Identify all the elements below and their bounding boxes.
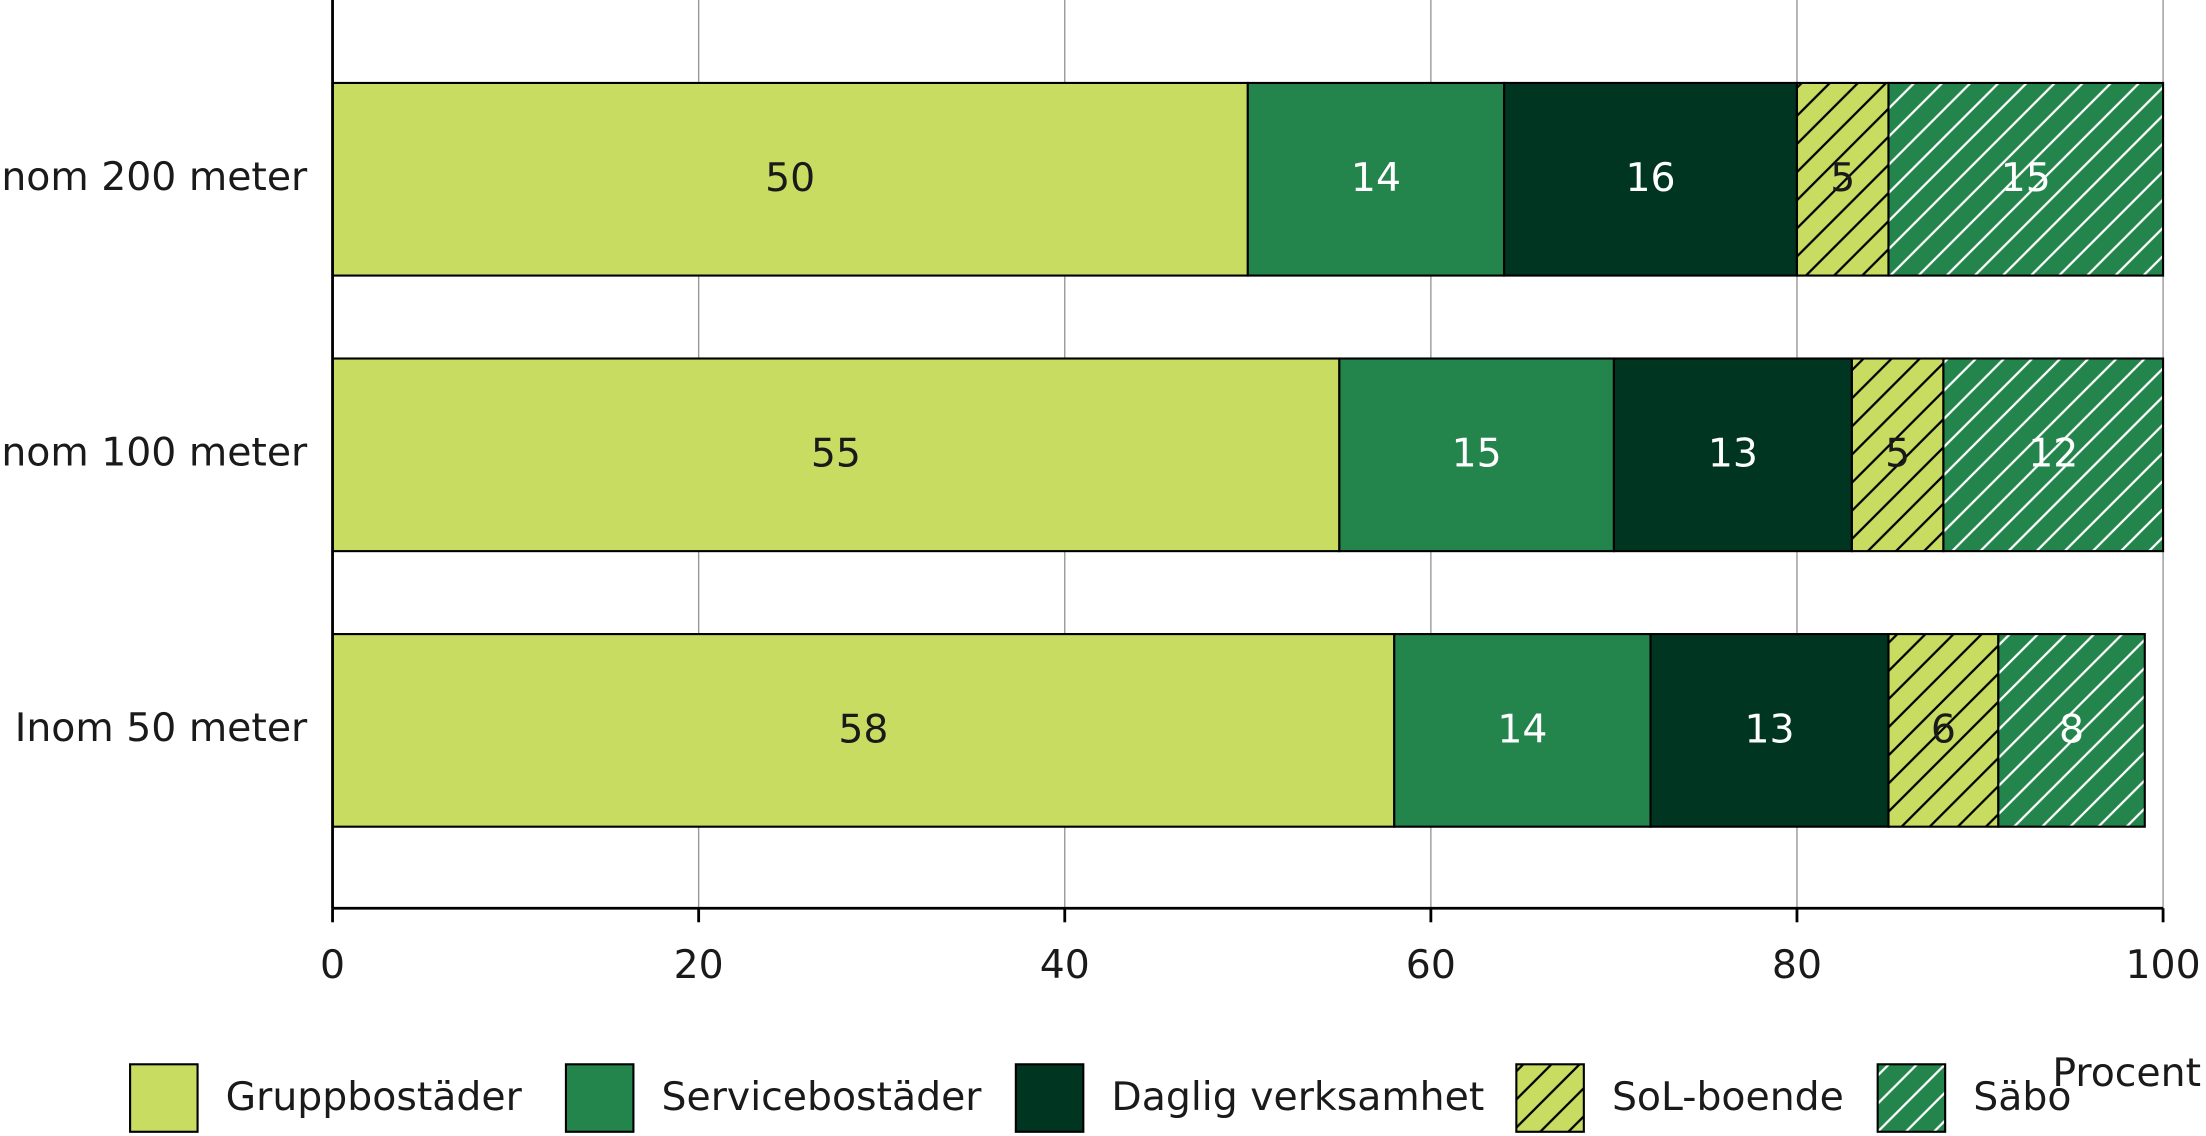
data-label: 13 [1744,706,1794,752]
legend-swatch [564,1063,635,1133]
data-label: 12 [2028,431,2078,477]
data-label: 5 [1885,431,1910,477]
data-label: 55 [811,431,861,477]
x-tick-label: 0 [320,942,345,988]
y-tick-label: Inom 200 meter [0,154,308,200]
legend-swatch [1876,1063,1947,1133]
x-axis-label: Procent [2052,1050,2201,1096]
legend-label: Gruppbostäder [226,1074,523,1120]
data-label: 15 [2001,155,2051,201]
data-label: 13 [1708,431,1758,477]
bar-segment [1795,81,1890,277]
legend-swatch [1014,1063,1085,1133]
x-tick-label: 20 [674,942,724,988]
bar-segment [1338,357,1615,553]
bar-segment [1850,357,1945,553]
legend-swatch [129,1063,199,1133]
bar-segment [331,357,1341,553]
bar-segment [1997,633,2146,828]
bar-segment [1246,81,1506,277]
data-label: 14 [1351,155,1401,201]
x-tick-label: 100 [2126,942,2201,988]
data-label: 6 [1931,706,1956,752]
data-label: 58 [838,706,888,752]
bar-segment [1503,81,1799,277]
legend-swatch [1515,1063,1585,1133]
data-label: 16 [1625,155,1675,201]
y-tick-label: Inom 100 meter [0,429,308,475]
legend-label: Servicebostäder [662,1074,983,1120]
data-label: 8 [2059,706,2084,752]
y-tick-label: Inom 50 meter [15,705,308,751]
legend-label: Säbo [1973,1074,2071,1120]
data-label: 14 [1497,706,1547,752]
x-tick-label: 40 [1040,942,1090,988]
bar-segment [1887,633,2000,828]
legend-label: Daglig verksamhet [1111,1074,1484,1120]
bar-segment [1393,633,1652,828]
data-label: 50 [765,155,815,201]
bar-segment [1649,633,1890,828]
bar-segment [1942,357,2165,553]
x-tick-label: 80 [1772,942,1822,988]
x-tick-label: 60 [1406,942,1456,988]
data-label: 15 [1452,431,1502,477]
data-label: 5 [1830,155,1855,201]
bar-segment [1887,81,2165,277]
bar-segment [331,633,1396,828]
legend-label: SoL-boende [1612,1074,1844,1120]
bar-segment [1612,357,1853,553]
bar-segment [331,81,1249,277]
